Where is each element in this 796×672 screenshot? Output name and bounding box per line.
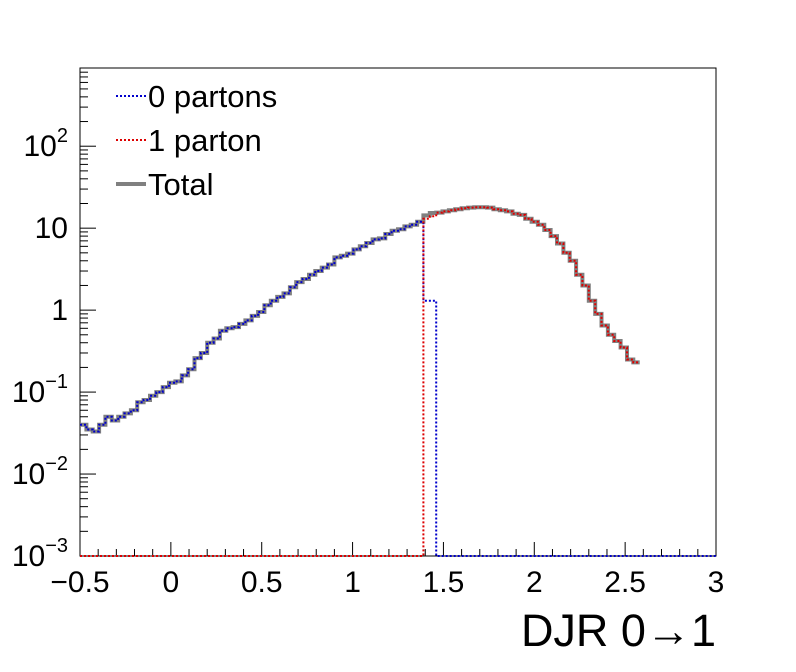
y-tick-label: 10−1 [12,371,68,409]
legend: 0 partons 1 parton Total [116,79,277,202]
legend-label: 1 parton [148,123,262,158]
x-tick-label: 3 [708,566,725,599]
y-tick-label: 1 [51,294,68,327]
x-tick-label: 2 [526,566,543,599]
x-axis-title: DJR 0→1 [521,605,716,656]
x-tick-label: 1.5 [423,566,465,599]
x-tick-labels: −0.5 0 0.5 1 1.5 2 2.5 3 [50,566,724,599]
x-tick-label: 2.5 [604,566,646,599]
x-tick-label: 0.5 [241,566,283,599]
x-tick-label: 0 [163,566,180,599]
series-layer [80,205,716,557]
x-tick-label: −0.5 [50,566,109,599]
y-tick-label: 10−3 [12,535,68,573]
x-tick-label: 1 [344,566,361,599]
series-1-parton [80,206,640,557]
legend-label: Total [148,167,213,202]
y-tick-labels: 10−3 10−2 10−1 1 10 102 [12,125,68,573]
y-tick-label: 10−2 [12,453,68,491]
series-0-partons [80,220,716,557]
legend-label: 0 partons [148,79,277,114]
y-tick-label: 10 [35,212,68,245]
y-tick-label: 102 [24,125,69,163]
series-total [80,205,640,434]
